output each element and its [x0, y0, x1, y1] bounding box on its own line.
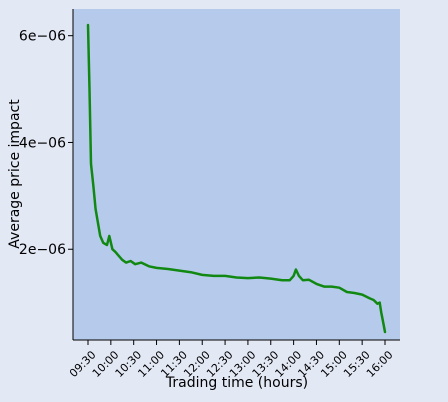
y-tick-label: 2e−06: [19, 242, 66, 258]
series-line-0: [86, 23, 387, 334]
plot-area: [73, 9, 400, 340]
x-ticks: 09:3010:0010:3011:0011:3012:0012:3013:00…: [67, 340, 396, 380]
y-axis-label: Average price impact: [7, 99, 23, 249]
x-tick-label: 16:00: [364, 348, 396, 380]
y-tick-label: 6e−06: [19, 29, 66, 45]
x-axis-label: Trading time (hours): [165, 375, 308, 391]
y-tick-label: 4e−06: [19, 135, 66, 151]
series-group: [86, 23, 387, 334]
y-ticks: 2e−06 4e−06 6e−06: [19, 29, 73, 258]
